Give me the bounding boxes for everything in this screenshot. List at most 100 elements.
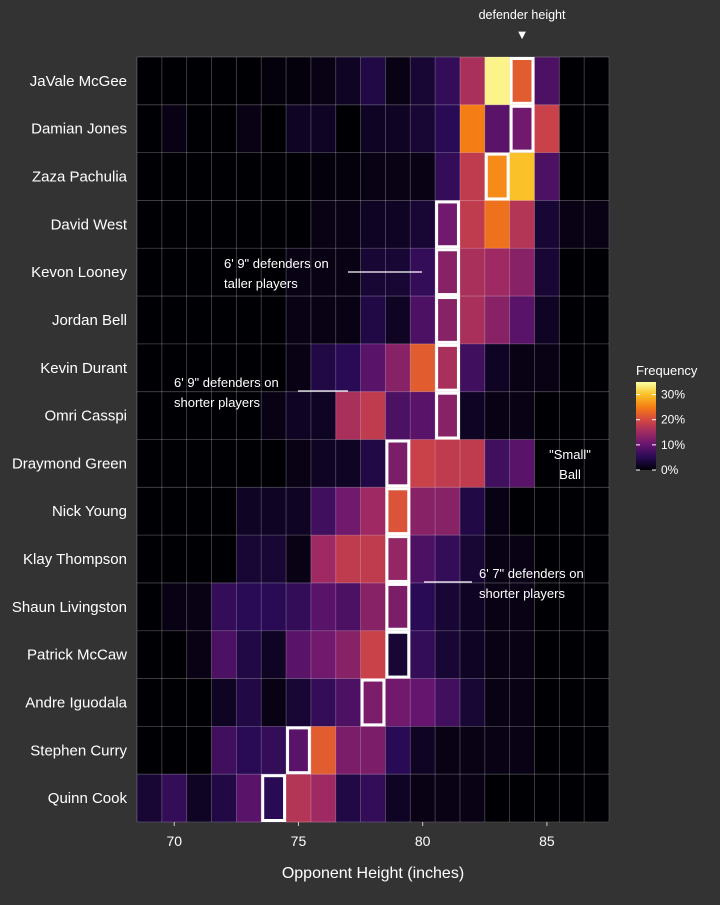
defender-height-box xyxy=(385,630,411,679)
y-axis-player-label: Nick Young xyxy=(52,503,127,520)
heatmap-cell xyxy=(484,582,510,632)
heatmap-cell xyxy=(261,57,287,106)
x-tick-label: 85 xyxy=(539,833,555,849)
heatmap-cell xyxy=(161,248,187,297)
heatmap-cell xyxy=(385,104,411,153)
annotation-text: 6' 7" defenders on xyxy=(479,566,584,581)
heatmap-cell xyxy=(286,678,312,727)
defender-height-boxes xyxy=(261,57,535,823)
heatmap-cell xyxy=(186,582,212,632)
heatmap-cell xyxy=(584,439,610,488)
heatmap-cell xyxy=(410,152,436,201)
heatmap-cell xyxy=(186,726,212,775)
heatmap-cell xyxy=(459,678,486,727)
heatmap-cell xyxy=(360,630,386,679)
heatmap-cell xyxy=(360,487,386,536)
heatmap-cell xyxy=(410,391,436,440)
heatmap-cell xyxy=(385,200,411,249)
heatmap-cell xyxy=(459,439,486,488)
heatmap-cell xyxy=(161,535,187,584)
heatmap-cell xyxy=(261,535,287,584)
heatmap-cell xyxy=(261,248,287,297)
heatmap-cell xyxy=(360,582,386,632)
heatmap-cell xyxy=(484,104,510,153)
y-axis-player-label: Kevon Looney xyxy=(31,264,127,281)
heatmap-cell xyxy=(584,296,610,345)
defender-height-box xyxy=(435,391,460,440)
y-axis-labels: JaVale McGee Damian Jones Zaza Pachulia Dav… xyxy=(12,73,128,807)
heatmap-cell xyxy=(137,439,163,488)
heatmap-cell xyxy=(459,57,486,106)
heatmap-cell xyxy=(261,343,287,392)
heatmap-cell xyxy=(236,678,262,727)
heatmap-cell xyxy=(236,200,262,249)
heatmap-cell xyxy=(484,343,510,392)
heatmap-cell xyxy=(584,774,610,823)
heatmap-cell xyxy=(559,104,585,153)
heatmap-cell xyxy=(484,57,510,106)
heatmap-cell xyxy=(559,391,585,440)
heatmap-cell xyxy=(261,200,287,249)
heatmap-cell xyxy=(137,535,163,584)
y-axis-player-label: Zaza Pachulia xyxy=(32,169,128,186)
defender-height-box xyxy=(509,57,535,105)
heatmap-cell xyxy=(186,200,212,249)
annotation-text: shorter players xyxy=(479,586,565,601)
heatmap-cell xyxy=(137,678,163,727)
heatmap-cell xyxy=(211,57,237,106)
legend-label: 20% xyxy=(661,413,685,427)
heatmap-cell xyxy=(584,535,610,584)
heatmap-cell xyxy=(236,726,262,775)
heatmap-cell xyxy=(534,343,560,392)
heatmap-cell xyxy=(286,630,312,679)
defender-height-box xyxy=(435,248,460,297)
heatmap-cell xyxy=(559,774,585,823)
heatmap-cell xyxy=(236,57,262,106)
annotation-text: Ball xyxy=(559,467,581,482)
heatmap-cell xyxy=(310,535,337,584)
heatmap-cell xyxy=(559,296,585,345)
defender-height-box xyxy=(435,343,460,392)
heatmap-cell xyxy=(385,535,411,584)
heatmap-cell xyxy=(385,439,411,488)
heatmap-cell xyxy=(286,248,312,297)
heatmap-cell xyxy=(459,343,486,392)
heatmap-cell xyxy=(161,200,187,249)
heatmap-cell xyxy=(236,296,262,345)
heatmap-cell xyxy=(335,57,361,106)
heatmap-cell xyxy=(286,535,312,584)
heatmap-cell xyxy=(236,487,262,536)
heatmap-cell xyxy=(186,343,212,392)
heatmap-cell xyxy=(484,439,510,488)
y-axis-player-label: Stephen Curry xyxy=(30,742,127,759)
heatmap-cell xyxy=(584,57,610,106)
heatmap-cell xyxy=(385,678,411,727)
defender-height-box xyxy=(435,296,460,344)
heatmap-cell xyxy=(286,104,312,153)
heatmap-cell xyxy=(211,248,237,297)
heatmap-cell xyxy=(310,200,337,249)
heatmap-cell xyxy=(410,726,436,775)
heatmap-cell xyxy=(137,248,163,297)
heatmap-cell xyxy=(410,535,436,584)
heatmap-cell xyxy=(236,535,262,584)
y-axis-player-label: Kevin Durant xyxy=(40,360,128,377)
heatmap-cell xyxy=(186,57,212,106)
heatmap-cell xyxy=(137,200,163,249)
heatmap-cell xyxy=(484,678,510,727)
heatmap-cell xyxy=(534,535,560,584)
heatmap-cell xyxy=(211,343,237,392)
heatmap-cell xyxy=(360,391,386,440)
heatmap-cell xyxy=(509,726,535,775)
heatmap-cell xyxy=(559,57,585,106)
heatmap-cell xyxy=(261,104,287,153)
heatmap-cell xyxy=(459,152,486,201)
heatmap-cell xyxy=(335,343,361,392)
y-axis-player-label: Shaun Livingston xyxy=(12,599,127,616)
heatmap-cell xyxy=(310,726,337,775)
heatmap-cell xyxy=(410,200,436,249)
heatmap-cell xyxy=(335,104,361,153)
heatmap-cell xyxy=(410,582,436,632)
heatmap-cell xyxy=(360,104,386,153)
